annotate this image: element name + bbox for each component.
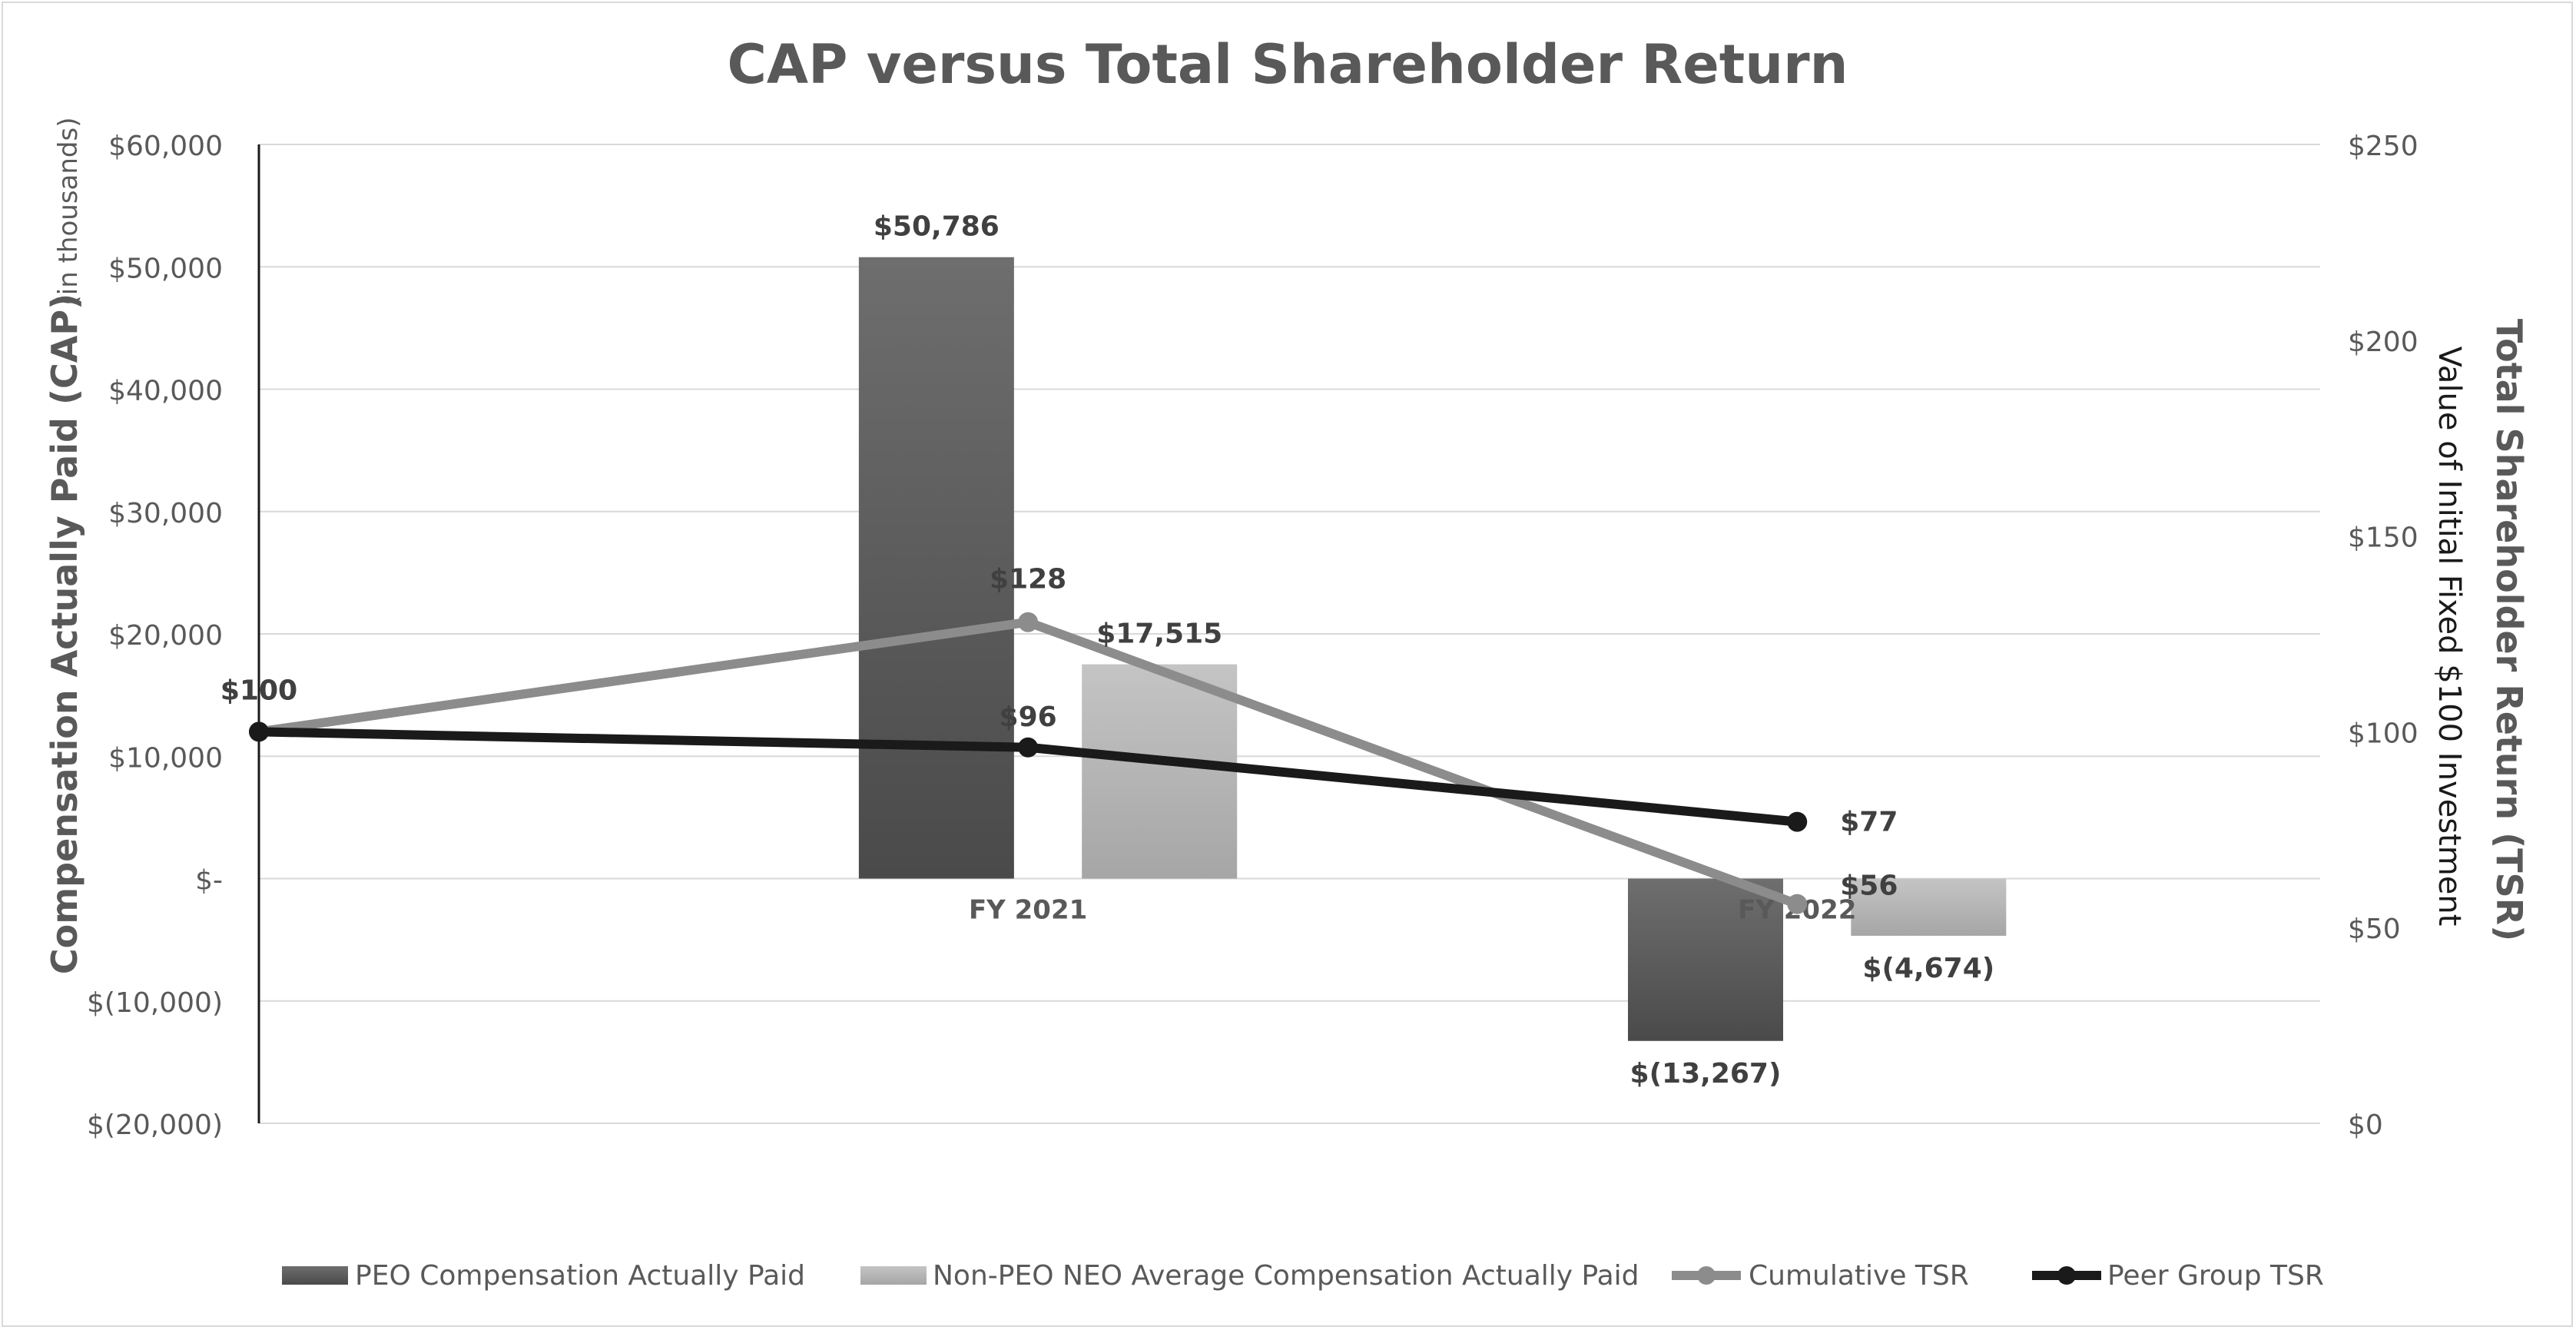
right-axis-title: Total Shareholder Return (TSR) <box>2488 319 2530 941</box>
series-point <box>1018 737 1039 758</box>
legend-marker-peer-group-tsr <box>2057 1266 2076 1285</box>
left-tick-label: $(10,000) <box>87 987 223 1019</box>
cumulative-tsr-series <box>249 612 1808 914</box>
series-point <box>1018 612 1039 632</box>
legend-marker-cumulative-tsr <box>1697 1266 1716 1285</box>
bar <box>858 257 1014 879</box>
left-tick-label: $20,000 <box>108 620 223 652</box>
bar-data-label: $17,515 <box>1096 619 1222 650</box>
bars <box>858 257 2007 1041</box>
right-axis-ticks: $250 $200 $150 $100 $50 $0 <box>2348 131 2419 1141</box>
legend-item-peo: PEO Compensation Actually Paid <box>282 1260 805 1292</box>
chart-title: CAP versus Total Shareholder Return <box>728 33 1848 96</box>
legend: PEO Compensation Actually Paid Non-PEO N… <box>282 1260 2324 1292</box>
left-axis-title: Compensation Actually Paid (CAP) <box>44 294 85 974</box>
right-tick-label: $0 <box>2348 1109 2383 1141</box>
legend-swatch-peo <box>282 1266 348 1285</box>
category-label: FY 2021 <box>969 895 1087 926</box>
left-axis-ticks: $60,000 $50,000 $40,000 $30,000 $20,000 $10,0… <box>87 131 223 1141</box>
series-line <box>254 617 1802 909</box>
left-tick-label: $10,000 <box>108 742 223 774</box>
legend-label-non-peo: Non-PEO NEO Average Compensation Actuall… <box>933 1260 1639 1292</box>
left-tick-label: $- <box>195 865 223 897</box>
legend-item-non-peo: Non-PEO NEO Average Compensation Actuall… <box>860 1260 1639 1292</box>
gridlines <box>259 144 2320 1124</box>
legend-label-cumulative-tsr: Cumulative TSR <box>1749 1260 1969 1292</box>
legend-label-peer-group-tsr: Peer Group TSR <box>2107 1260 2324 1292</box>
data-labels: $50,786$(13,267)$17,515$(4,674)$100$128$… <box>220 211 1994 1090</box>
series-point <box>1787 811 1808 832</box>
bar-data-label: $(4,674) <box>1862 953 1994 984</box>
left-tick-label: $60,000 <box>108 131 223 162</box>
peer-group-tsr-series <box>249 721 1808 832</box>
bar-data-label: $(13,267) <box>1630 1058 1782 1090</box>
bar <box>1082 664 1238 879</box>
right-tick-label: $200 <box>2348 327 2419 358</box>
legend-label-peo: PEO Compensation Actually Paid <box>355 1260 805 1292</box>
line-data-label: $128 <box>990 564 1066 595</box>
left-tick-label: $30,000 <box>108 498 223 529</box>
series-point <box>1787 894 1808 914</box>
lines <box>249 612 1808 914</box>
left-axis-subtitle: (in thousands) <box>53 118 84 306</box>
left-tick-label: $40,000 <box>108 376 223 407</box>
bar <box>1627 878 1783 1041</box>
left-tick-label: $50,000 <box>108 253 223 284</box>
right-tick-label: $100 <box>2348 718 2419 749</box>
bar-data-label: $50,786 <box>874 211 1000 243</box>
right-axis-subtitle: Value of Initial Fixed $100 Investment <box>2432 347 2467 927</box>
line-data-label: $77 <box>1840 807 1898 838</box>
line-data-label: $56 <box>1840 871 1898 902</box>
left-tick-label: $(20,000) <box>87 1109 223 1141</box>
right-tick-label: $250 <box>2348 131 2419 162</box>
line-data-label: $96 <box>1000 701 1057 733</box>
right-tick-label: $50 <box>2348 914 2401 945</box>
right-tick-label: $150 <box>2348 522 2419 554</box>
legend-swatch-non-peo <box>860 1266 927 1285</box>
legend-item-peer-group-tsr: Peer Group TSR <box>2032 1260 2324 1292</box>
legend-item-cumulative-tsr: Cumulative TSR <box>1672 1260 1969 1292</box>
bar <box>1851 878 2007 936</box>
